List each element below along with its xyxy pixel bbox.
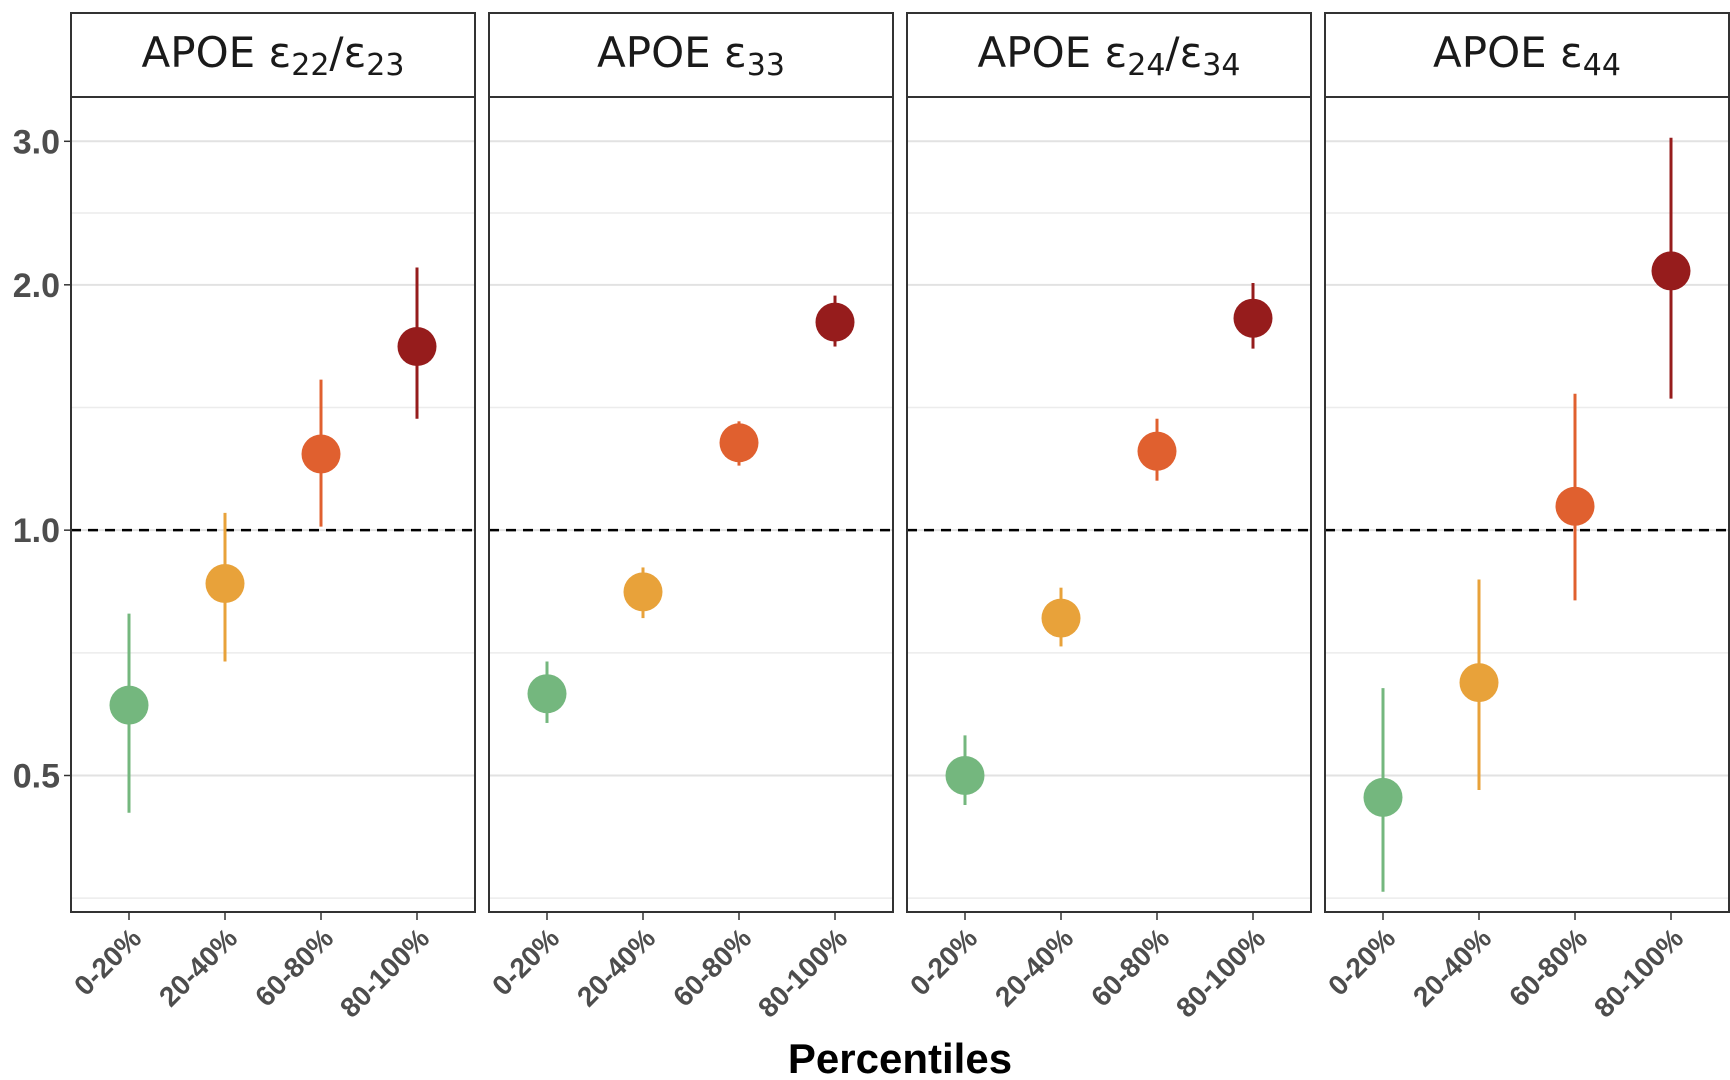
facet-panel-2: APOE ε33​ 0-20%20-40%60-80%80-100% [486,12,894,1024]
facet-title-subscript: 44 [1583,48,1621,83]
facet-strip [70,12,476,98]
x-tick-label: 0-20% [904,922,983,1001]
facet-title-subscript: 22 [291,48,329,83]
facet-title-part: APOE ε [1433,28,1583,77]
point-estimate [109,685,149,725]
point-estimate [301,434,341,474]
facet-title-part: APOE ε [142,28,292,77]
y-tick-label: 1.0 [13,512,60,550]
x-tick-label: 0-20% [68,922,147,1001]
x-tick-label: 20-40% [571,922,661,1012]
x-tick-label: 20-40% [153,922,243,1012]
x-tick-label: 20-40% [989,922,1079,1012]
point-estimate [719,423,759,463]
point-estimate [1459,663,1499,703]
facet-title: APOE ε44​ [1433,28,1621,83]
x-tick-label: 80-100% [1170,922,1271,1023]
point-estimate [1555,486,1595,526]
x-tick-label: 20-40% [1407,922,1497,1012]
x-tick-label: 60-80% [1085,922,1175,1012]
facet-title-part: APOE ε [597,28,747,77]
panel-border [906,96,1312,913]
point-estimate [945,755,985,795]
x-axis-title: Percentiles [788,1035,1012,1080]
x-tick-label: 80-100% [752,922,853,1023]
facet-title: APOE ε24​/ε34​ [978,28,1241,83]
facet-strip [1324,12,1730,98]
y-tick-label: 0.5 [13,757,60,795]
facet-title: APOE ε33​ [597,28,785,83]
panel-border [1324,96,1730,913]
facet-title-part: APOE ε [978,28,1128,77]
facet-panel-3: APOE ε24​/ε34​ 0-20%20-40%60-80%80-100% [904,12,1312,1024]
point-estimate [205,564,245,604]
point-estimate [1363,777,1403,817]
point-estimate [1041,598,1081,638]
x-tick-label: 60-80% [667,922,757,1012]
panel-border [488,96,894,913]
x-tick-label: 80-100% [1588,922,1689,1023]
facet-title-subscript: 34 [1202,48,1240,83]
y-tick-label: 2.0 [13,267,60,305]
panel-border [70,96,476,913]
facet-strip [906,12,1312,98]
point-estimate [1233,298,1273,338]
point-estimate [397,327,437,367]
facet-title-part: /ε [329,28,366,77]
facet-title-subscript: 33 [747,48,785,83]
facet-title-subscript: 23 [366,48,404,83]
point-estimate [527,674,567,714]
point-estimate [815,302,855,342]
point-estimate [1137,431,1177,471]
x-tick-label: 60-80% [1503,922,1593,1012]
x-tick-label: 0-20% [486,922,565,1001]
facet-panel-4: APOE ε44​ 0-20%20-40%60-80%80-100% [1322,12,1730,1024]
facet-strip [488,12,894,98]
point-estimate [1651,251,1691,291]
facet-title-part: /ε [1165,28,1202,77]
facet-title-subscript: 24 [1127,48,1165,83]
x-tick-label: 0-20% [1322,922,1401,1001]
x-tick-label: 60-80% [249,922,339,1012]
x-tick-label: 80-100% [334,922,435,1023]
facet-panel-1: APOE ε22​/ε23​ 0-20%20-40%60-80%80-100% [68,12,476,1024]
facet-title: APOE ε22​/ε23​ [142,28,405,83]
y-tick-label: 3.0 [13,123,60,161]
point-estimate [623,572,663,612]
